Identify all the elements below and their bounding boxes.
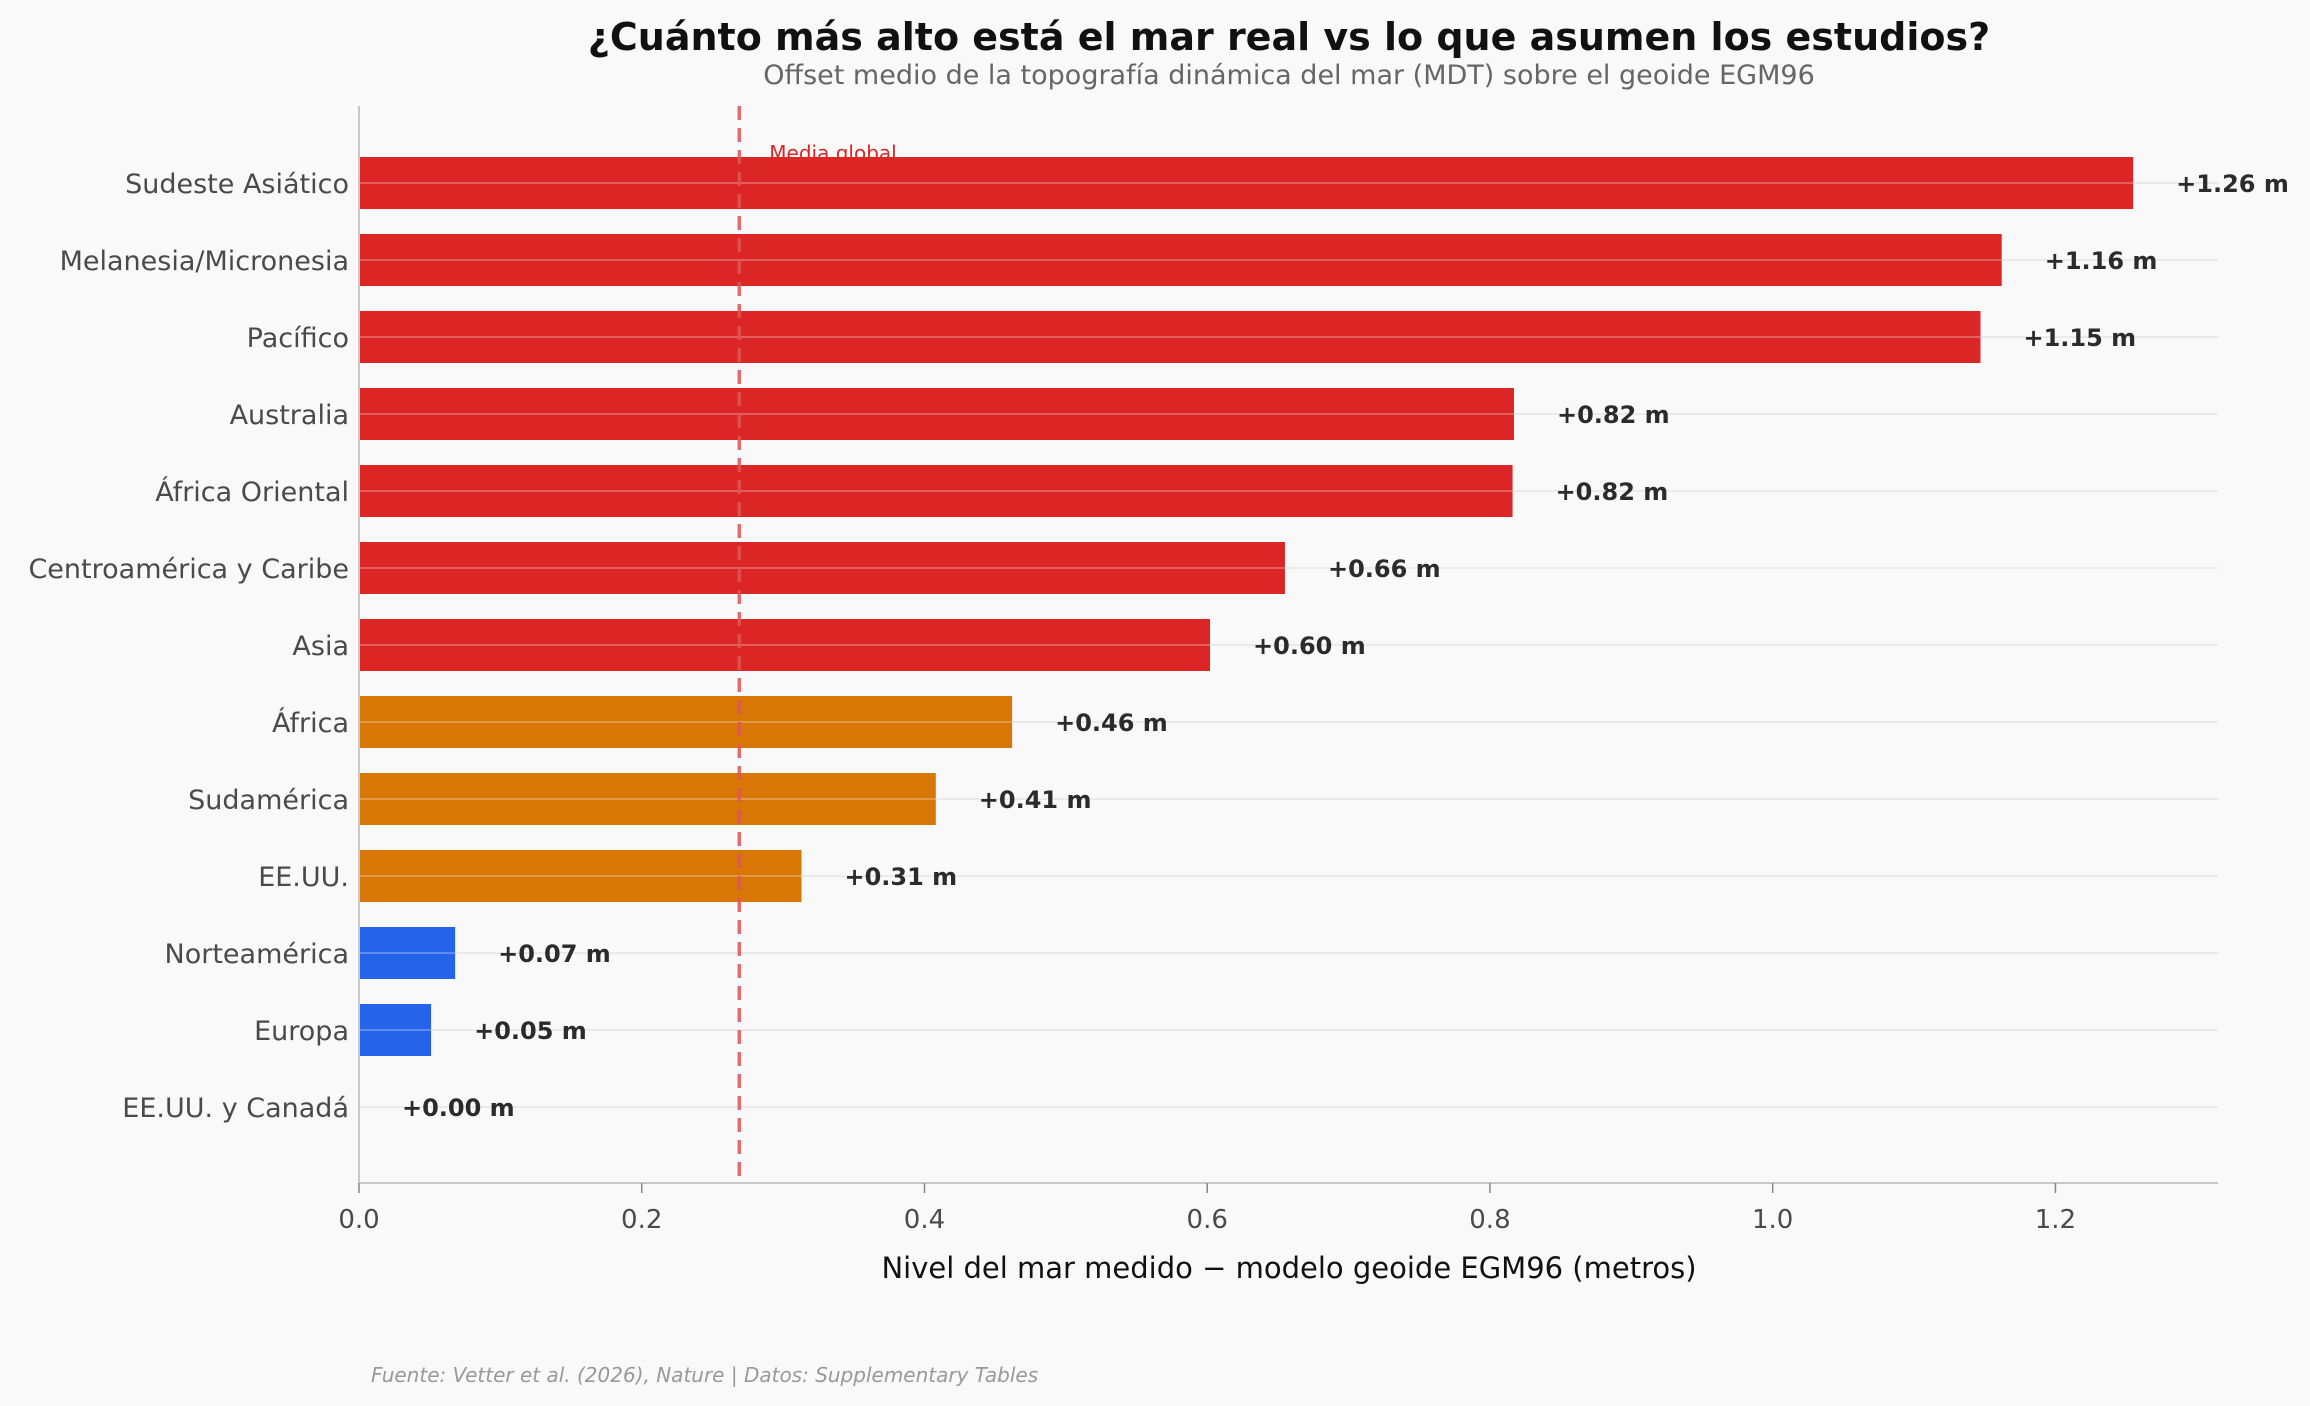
y-tick-label: África Oriental [155,476,349,508]
bar [359,850,802,902]
data-label: +1.15 m [2024,324,2137,352]
bars: +1.26 m +1.16 m +1.15 m +0.82 m +0.82 m +0.66… [359,157,2289,1122]
y-tick-label: Sudeste Asiático [125,169,349,200]
bar [359,619,1211,671]
reference-line-group: Media global [737,106,897,1183]
bar [359,696,1013,748]
x-tick-label: 0.8 [1469,1205,1510,1235]
footer-source: Fuente: Vetter et al. (2026), Nature | D… [371,1363,1038,1387]
y-tick-label: Europa [254,1016,349,1047]
chart-title: ¿Cuánto más alto está el mar real vs lo … [588,15,1990,59]
data-label: +0.31 m [844,863,957,891]
reference-line-label: Media global [769,141,896,165]
y-tick-label: Australia [230,400,349,431]
data-label: +0.00 m [402,1094,515,1122]
data-label: +0.41 m [979,786,1092,814]
y-tick-label: Pacífico [247,323,349,354]
data-label: +1.16 m [2045,247,2158,275]
x-tick-label: 1.2 [2035,1205,2076,1235]
data-label: +0.05 m [474,1017,587,1045]
data-label: +0.07 m [498,940,611,968]
bar [359,234,2002,286]
x-tick-label: 0.0 [338,1205,379,1235]
data-label: +0.46 m [1055,709,1168,737]
y-tick-label: África [272,707,349,739]
y-tick-label: Asia [292,631,349,662]
data-label: +1.26 m [2176,170,2289,198]
chart-subtitle: Offset medio de la topografía dinámica d… [763,60,1815,91]
y-tick-label: Sudamérica [188,785,349,816]
data-label: +0.82 m [1556,478,1669,506]
y-tick-label: Norteamérica [165,939,349,970]
y-tick-label: EE.UU. y Canadá [122,1093,349,1124]
axes: Sudeste Asiático Melanesia/Micronesia Pací… [28,106,2218,1235]
x-tick-label: 0.6 [1187,1205,1228,1235]
bar [359,1004,432,1056]
x-tick-label: 0.2 [621,1205,662,1235]
bar [359,542,1285,594]
y-tick-label: Centroamérica y Caribe [28,554,349,585]
y-tick-label: Melanesia/Micronesia [60,246,349,277]
x-axis-label: Nivel del mar medido − modelo geoide EGM… [881,1251,1696,1285]
bar [359,927,456,979]
bar [359,465,1513,517]
x-tick-label: 1.0 [1752,1205,1793,1235]
bar [359,311,1981,363]
data-label: +0.66 m [1328,555,1441,583]
x-tick-label: 0.4 [904,1205,945,1235]
y-tick-label: EE.UU. [258,862,349,893]
bar [359,773,936,825]
bar [359,388,1514,440]
data-label: +0.82 m [1557,401,1670,429]
data-label: +0.60 m [1253,632,1366,660]
bar [359,157,2134,209]
